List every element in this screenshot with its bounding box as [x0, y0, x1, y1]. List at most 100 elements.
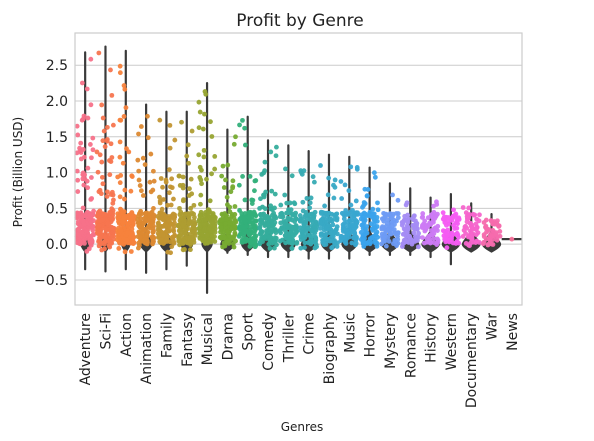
strip-point: [150, 236, 156, 242]
strip-point: [420, 225, 426, 230]
strip-point: [221, 240, 227, 246]
strip-point: [253, 226, 259, 232]
strip-point: [477, 212, 482, 218]
strip-point: [78, 156, 84, 162]
x-tick-label: History: [424, 313, 440, 363]
strip-point: [89, 175, 94, 180]
x-tick-label: Adventure: [78, 313, 94, 385]
strip-point: [257, 240, 263, 245]
strip-point: [381, 234, 387, 240]
strip-point: [100, 138, 106, 144]
strip-point: [299, 216, 305, 222]
strip-point: [242, 214, 248, 220]
strip-point: [204, 232, 210, 238]
strip-point: [242, 218, 248, 224]
x-axis-label: Genres: [281, 420, 324, 434]
strip-point: [109, 189, 115, 195]
strip-point: [140, 193, 146, 198]
strip-point: [291, 200, 297, 206]
strip-point: [121, 83, 127, 88]
strip-point: [272, 245, 277, 251]
strip-point: [104, 124, 110, 130]
strip-point: [372, 218, 378, 224]
strip-point: [189, 191, 195, 197]
strip-point: [261, 192, 267, 198]
strip-point: [75, 132, 81, 138]
strip-point: [383, 243, 389, 249]
strip-point: [121, 114, 127, 119]
strip-point: [117, 228, 123, 234]
strip-point: [115, 174, 121, 180]
strip-point: [107, 210, 113, 216]
strip-point: [308, 195, 314, 201]
strip-point: [311, 213, 317, 218]
strip-point: [198, 201, 203, 207]
strip-point: [107, 172, 113, 178]
strip-point: [197, 225, 203, 230]
strip-point: [207, 198, 213, 204]
strip-point: [454, 225, 460, 231]
strip-point: [284, 210, 289, 216]
strip-point: [77, 145, 82, 151]
strip-point: [244, 228, 249, 234]
x-tick-label: War: [485, 313, 501, 341]
strip-point: [488, 218, 494, 223]
strip-point: [110, 217, 115, 223]
strip-point: [196, 218, 202, 224]
strip-point: [177, 205, 182, 211]
strip-point: [231, 244, 237, 250]
strip-point: [218, 229, 223, 235]
strip-point: [186, 221, 192, 226]
strip-point: [278, 202, 284, 208]
strip-point: [431, 209, 437, 215]
strip-point: [304, 232, 310, 238]
strip-point: [237, 231, 243, 237]
strip-point: [354, 221, 360, 226]
strip-point: [375, 200, 380, 206]
strip-point: [331, 195, 337, 201]
strip-point: [148, 151, 154, 157]
x-tick-label: Thriller: [281, 313, 297, 363]
strip-point: [210, 211, 216, 216]
strip-point: [165, 229, 170, 234]
strip-point: [375, 207, 381, 213]
strip-point: [111, 233, 116, 239]
strip-point: [324, 211, 330, 216]
strip-point: [167, 190, 172, 196]
strip-point: [122, 196, 127, 202]
strip-point: [231, 141, 237, 147]
strip-point: [230, 178, 236, 184]
strip-point: [348, 202, 354, 208]
strip-point: [186, 211, 191, 216]
strip-point: [401, 226, 407, 232]
y-tick-label: 1.0: [46, 166, 68, 182]
strip-point: [159, 237, 164, 243]
strip-point: [301, 168, 307, 174]
strip-point: [330, 222, 336, 228]
strip-point: [481, 220, 487, 225]
strip-point: [200, 126, 206, 132]
strip-point: [343, 210, 349, 216]
strip-point: [342, 234, 348, 240]
plot-frame: [74, 32, 523, 306]
strip-point: [267, 234, 273, 239]
strip-point: [328, 230, 333, 236]
strip-point: [509, 236, 515, 242]
strip-point: [108, 67, 113, 73]
strip-point: [80, 176, 86, 182]
strip-point: [242, 125, 248, 131]
strip-point: [289, 173, 295, 179]
strip-point: [124, 237, 130, 243]
strip-point: [251, 209, 257, 215]
strip-point: [345, 223, 351, 229]
strip-point: [463, 240, 469, 246]
strip-point: [188, 176, 194, 182]
strip-point: [163, 177, 169, 183]
strip-point: [117, 154, 123, 160]
strip-point: [258, 196, 263, 202]
strip-point: [182, 211, 188, 217]
strip-point: [318, 210, 324, 216]
strip-point: [242, 142, 248, 148]
strip-point: [88, 102, 94, 108]
